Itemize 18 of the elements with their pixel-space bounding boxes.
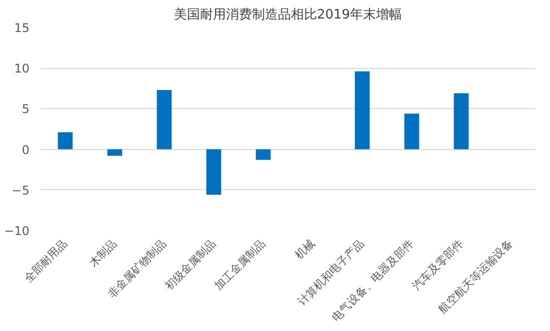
bar [206, 149, 222, 195]
x-tick-label: 木制品 [86, 236, 120, 270]
bar [354, 71, 370, 150]
chart-title: 美国耐用消费制造品相比2019年末增幅 [174, 6, 402, 22]
y-tick-label: 15 [14, 21, 30, 35]
x-tick-label: 全部耐用品 [22, 236, 70, 285]
y-tick-label: 10 [14, 62, 30, 76]
bar [156, 90, 172, 150]
bar [256, 149, 271, 160]
bar [454, 93, 469, 150]
y-tick-label: −5 [12, 183, 30, 198]
bar [107, 149, 122, 156]
bar [404, 114, 420, 150]
x-tick-label: 机械 [292, 236, 318, 262]
y-tick-label: 5 [22, 102, 30, 116]
y-tick-label: −10 [4, 224, 30, 238]
bar [58, 132, 73, 150]
y-tick-label: 0 [22, 142, 30, 157]
